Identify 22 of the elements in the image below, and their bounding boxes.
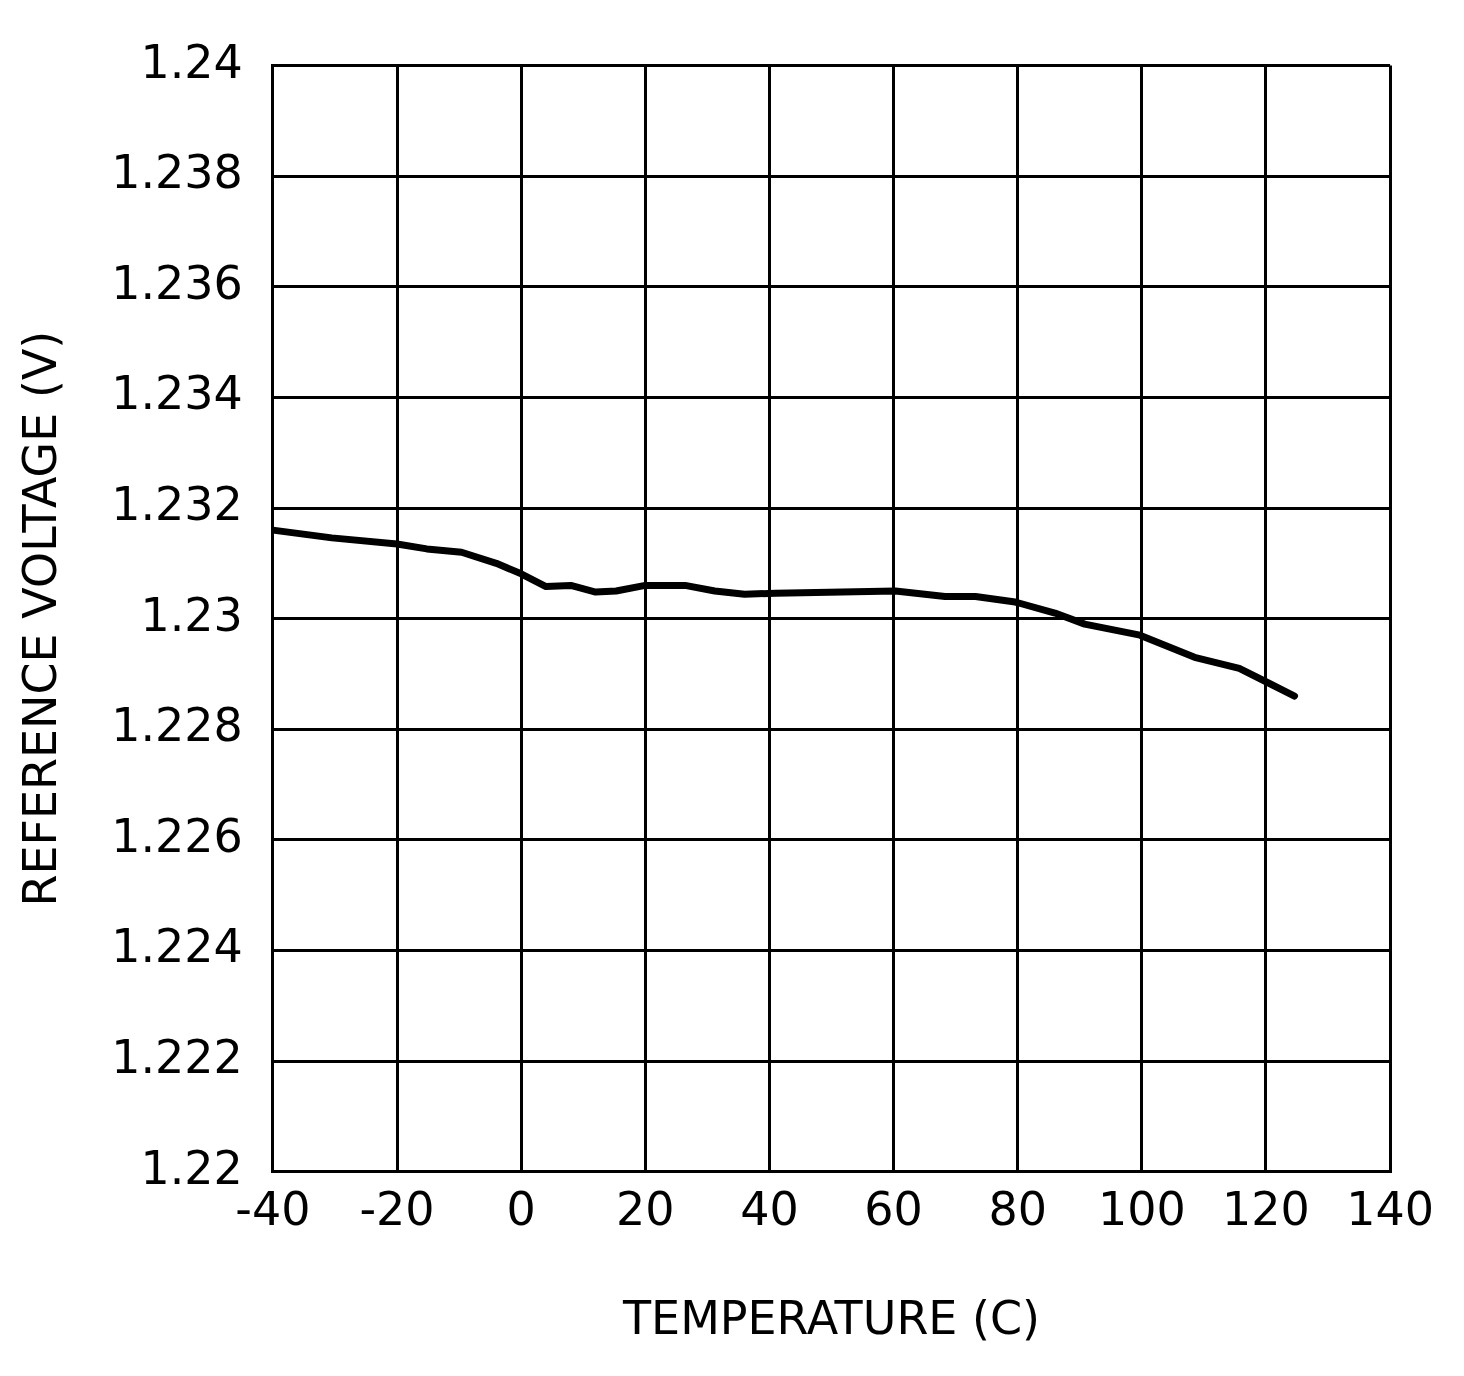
y-tick-label: 1.24 (140, 34, 243, 89)
y-tick-label: 1.226 (111, 808, 243, 863)
y-tick-label: 1.236 (111, 255, 243, 310)
x-tick-label: 20 (616, 1182, 675, 1237)
y-tick-label: 1.224 (111, 919, 243, 974)
x-tick-label: 120 (1222, 1182, 1310, 1237)
x-tick-label: 80 (988, 1182, 1047, 1237)
x-axis-title: TEMPERATURE (C) (621, 1291, 1041, 1346)
x-tick-label: 140 (1346, 1182, 1435, 1237)
y-tick-label: 1.238 (111, 145, 243, 200)
x-tick-label: 0 (506, 1182, 536, 1237)
y-tick-label: 1.23 (140, 587, 243, 642)
x-tick-label: -20 (359, 1182, 435, 1237)
y-tick-label: 1.232 (111, 476, 243, 531)
y-tick-label: 1.222 (111, 1029, 243, 1084)
x-tick-label: 60 (864, 1182, 923, 1237)
y-axis-title: REFERENCE VOLTAGE (V) (12, 330, 67, 907)
y-tick-label: 1.234 (111, 366, 243, 421)
y-tick-label: 1.228 (111, 698, 243, 753)
x-tick-label: 40 (740, 1182, 799, 1237)
y-tick-label: 1.22 (140, 1140, 243, 1195)
x-tick-label: 100 (1097, 1182, 1186, 1237)
